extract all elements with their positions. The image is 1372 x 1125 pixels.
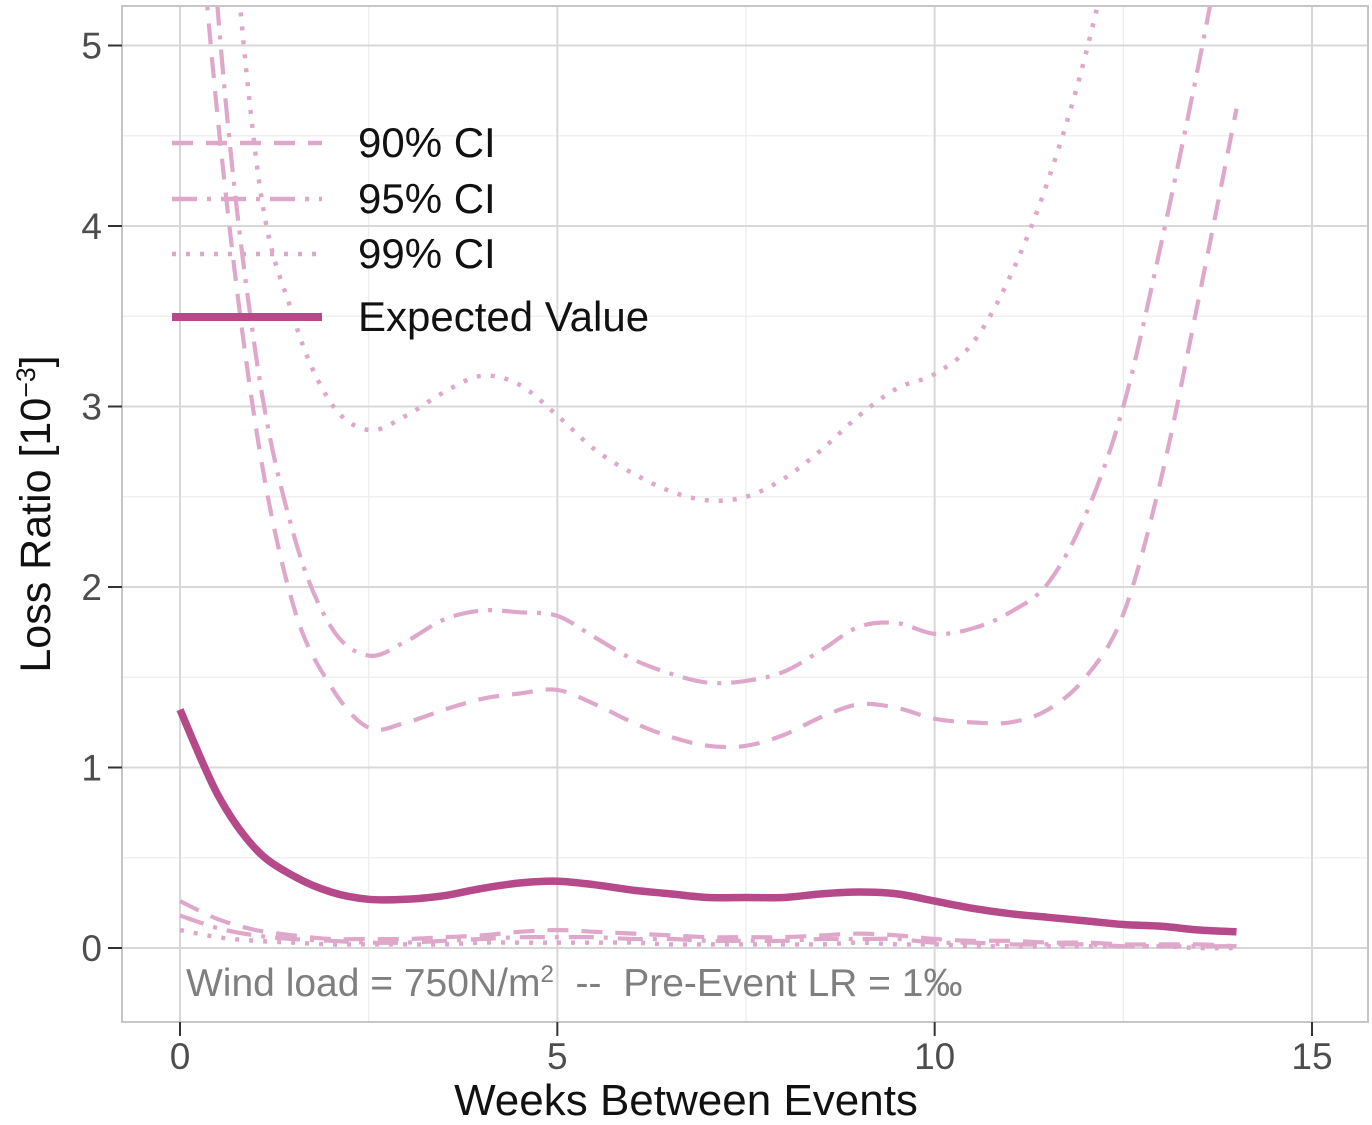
series-line-dashdot-upper <box>215 6 1213 686</box>
annotation-wind-load: Wind load = 750N/m <box>186 962 541 1005</box>
y-axis-title-text: Loss Ratio [10 <box>12 397 61 673</box>
y-tick-label: 3 <box>81 387 102 428</box>
y-axis-title: Loss Ratio [10−3] <box>11 355 61 672</box>
x-axis-title: Weeks Between Events <box>454 1076 918 1125</box>
series-lines <box>176 6 1239 951</box>
series-line-dotted-upper <box>237 6 1100 503</box>
y-tick-label: 4 <box>81 206 102 247</box>
panel-border <box>121 5 1369 1023</box>
axis-ticks: 0 1 2 3 4 5 0 5 10 15 <box>81 26 1332 1078</box>
annotation: Wind load = 750N/m2 -- Pre-Event LR = 1‰ <box>186 960 962 1008</box>
y-tick-label: 1 <box>81 748 102 789</box>
y-tick-label: 0 <box>81 928 102 969</box>
series-line-dashed-upper <box>205 6 1239 750</box>
x-tick-label: 15 <box>1291 1036 1332 1077</box>
legend-label-expected-value: Expected Value <box>358 293 650 340</box>
y-axis-title-close: ] <box>12 355 61 368</box>
grid-minor <box>122 6 1368 1022</box>
x-tick-label: 0 <box>170 1036 191 1077</box>
series-line-dashdot-lower <box>179 913 1237 949</box>
legend-label-90ci: 90% CI <box>358 119 496 166</box>
legend-label-95ci: 95% CI <box>358 175 496 222</box>
legend-key-lines <box>172 140 322 321</box>
y-tick-label: 2 <box>81 567 102 608</box>
series-line-solid <box>176 708 1237 936</box>
grid-major <box>122 6 1368 1022</box>
x-tick-label: 10 <box>914 1036 955 1077</box>
y-axis-title-superscript: −3 <box>10 367 41 398</box>
annotation-superscript: 2 <box>540 961 554 988</box>
legend-label-99ci: 99% CI <box>358 230 496 277</box>
y-tick-label: 5 <box>81 26 102 67</box>
series-line-dotted-lower <box>179 927 1237 951</box>
x-tick-label: 5 <box>547 1036 568 1077</box>
annotation-pre-event-lr: -- Pre-Event LR = 1‰ <box>553 962 963 1005</box>
